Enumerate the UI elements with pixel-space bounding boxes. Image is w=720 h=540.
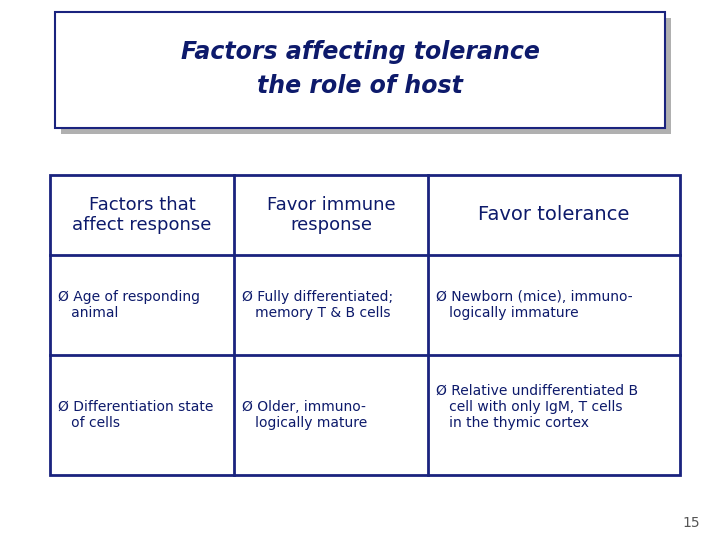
FancyBboxPatch shape <box>55 12 665 128</box>
Text: Ø Relative undifferentiated B
   cell with only IgM, T cells
   in the thymic co: Ø Relative undifferentiated B cell with … <box>436 384 638 430</box>
Text: Factors that
affect response: Factors that affect response <box>72 195 212 234</box>
Text: Ø Age of responding
   animal: Ø Age of responding animal <box>58 290 200 320</box>
Text: Favor tolerance: Favor tolerance <box>478 206 630 225</box>
Text: the role of host: the role of host <box>257 74 463 98</box>
Text: Ø Differentiation state
   of cells: Ø Differentiation state of cells <box>58 400 213 430</box>
Text: Ø Older, immuno-
   logically mature: Ø Older, immuno- logically mature <box>242 400 367 430</box>
Text: Ø Fully differentiated;
   memory T & B cells: Ø Fully differentiated; memory T & B cel… <box>242 290 393 320</box>
Bar <box>50 175 680 475</box>
Text: Favor immune
response: Favor immune response <box>266 195 395 234</box>
Text: Ø Newborn (mice), immuno-
   logically immature: Ø Newborn (mice), immuno- logically imma… <box>436 290 633 320</box>
FancyBboxPatch shape <box>61 18 671 134</box>
Text: 15: 15 <box>683 516 700 530</box>
Text: Factors affecting tolerance: Factors affecting tolerance <box>181 40 539 64</box>
